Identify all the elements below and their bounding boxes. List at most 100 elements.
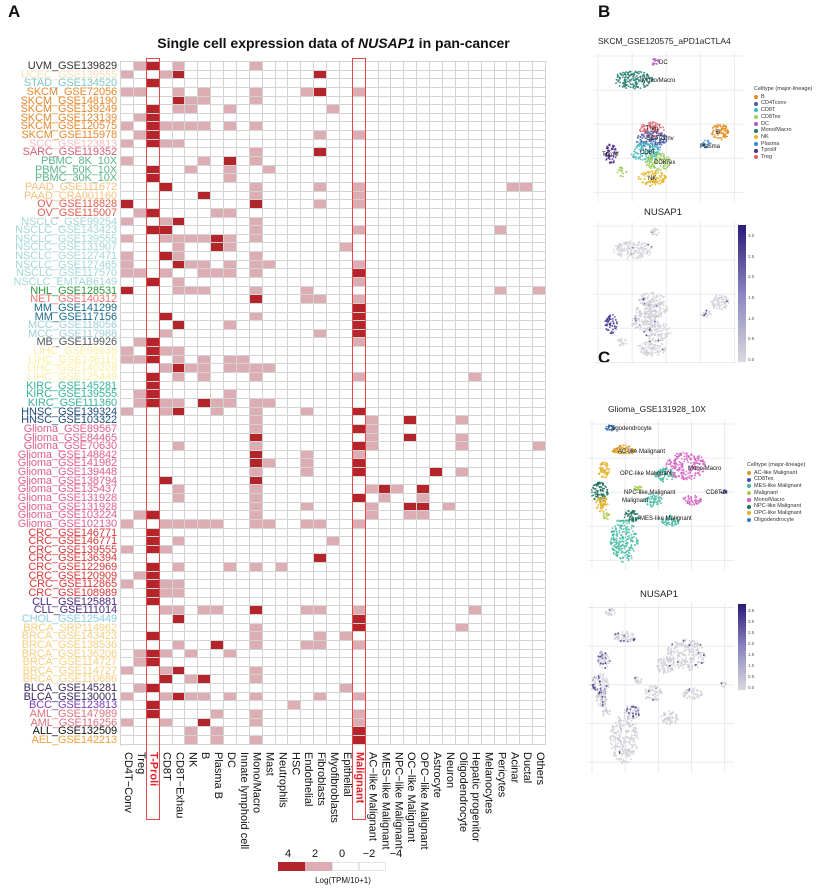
heatmap-cell bbox=[314, 295, 328, 304]
heatmap-cell bbox=[327, 675, 340, 685]
umap-point bbox=[665, 156, 668, 159]
umap-point bbox=[616, 244, 619, 247]
heatmap-cell bbox=[455, 390, 469, 399]
umap-point bbox=[643, 71, 646, 74]
heatmap-cell bbox=[224, 96, 237, 106]
heatmap-cell bbox=[159, 105, 173, 114]
heatmap-cell bbox=[236, 295, 250, 304]
heatmap-cell bbox=[133, 295, 147, 304]
heatmap-cell bbox=[301, 658, 315, 667]
heatmap-cell bbox=[533, 528, 547, 538]
heatmap-cell bbox=[417, 303, 431, 313]
legend-dot-icon bbox=[754, 101, 758, 106]
heatmap-cell bbox=[314, 632, 328, 641]
heatmap-cell bbox=[249, 338, 263, 348]
heatmap-cell bbox=[262, 70, 276, 80]
heatmap-cell bbox=[159, 735, 173, 745]
umap-point bbox=[639, 70, 641, 73]
heatmap-cell bbox=[417, 407, 431, 417]
heatmap-cell bbox=[404, 329, 418, 339]
heatmap-cell bbox=[185, 148, 199, 158]
heatmap-cell bbox=[365, 252, 379, 261]
heatmap-cell bbox=[236, 442, 250, 451]
cluster-tprolif bbox=[604, 143, 618, 164]
row-label: OV_GSE115007 bbox=[37, 206, 117, 219]
heatmap-cell bbox=[275, 260, 289, 270]
heatmap-cell bbox=[352, 373, 366, 382]
heatmap-cell bbox=[443, 545, 456, 555]
heatmap-cell bbox=[224, 640, 237, 650]
umap-point bbox=[647, 342, 649, 345]
heatmap-cell bbox=[198, 295, 212, 304]
umap-point bbox=[660, 179, 663, 182]
heatmap-cell bbox=[236, 139, 250, 149]
umap-point bbox=[642, 79, 644, 82]
heatmap-cell bbox=[314, 191, 328, 201]
heatmap-cell bbox=[378, 87, 392, 97]
heatmap-cell bbox=[249, 105, 263, 114]
heatmap-cell bbox=[365, 485, 379, 494]
heatmap-cell bbox=[378, 684, 392, 693]
heatmap-cell bbox=[365, 476, 379, 486]
heatmap-cell bbox=[327, 355, 340, 365]
heatmap-cell bbox=[262, 710, 276, 719]
heatmap-cell bbox=[314, 70, 328, 80]
heatmap-cell bbox=[455, 571, 469, 581]
heatmap-cell bbox=[391, 727, 405, 736]
heatmap-cell bbox=[339, 373, 353, 382]
umap-point bbox=[656, 310, 659, 313]
heatmap-cell bbox=[301, 528, 315, 538]
row-label: CRC_GSE112865 bbox=[29, 578, 117, 591]
heatmap-cell bbox=[430, 554, 443, 564]
umap-point bbox=[666, 331, 668, 334]
heatmap-cell bbox=[520, 243, 534, 253]
umap-point bbox=[644, 316, 647, 319]
heatmap-cell bbox=[443, 735, 456, 745]
heatmap-cell bbox=[146, 632, 160, 641]
umap-point bbox=[663, 177, 666, 180]
umap-point bbox=[641, 154, 644, 157]
heatmap-cell bbox=[172, 597, 186, 607]
heatmap-cell bbox=[455, 347, 469, 356]
heatmap-cell bbox=[352, 450, 366, 460]
heatmap-cell bbox=[339, 459, 353, 469]
heatmap-cell bbox=[520, 252, 534, 261]
heatmap-cell bbox=[327, 623, 340, 633]
heatmap-cell bbox=[352, 735, 366, 745]
umap-point bbox=[645, 172, 648, 175]
heatmap-cell bbox=[507, 649, 521, 659]
legend-item: Treg bbox=[754, 154, 812, 161]
heatmap-cell bbox=[455, 494, 469, 503]
row-label: BRCA_GSE143423 bbox=[21, 630, 117, 643]
heatmap-cell bbox=[443, 62, 456, 71]
heatmap-cell bbox=[314, 373, 328, 382]
heatmap-cell bbox=[455, 278, 469, 287]
heatmap-cell bbox=[236, 597, 250, 607]
umap-point bbox=[652, 337, 655, 339]
heatmap-cell bbox=[172, 96, 186, 106]
heatmap-cell bbox=[262, 174, 276, 183]
heatmap-cell bbox=[249, 684, 263, 693]
heatmap-cell bbox=[455, 208, 469, 218]
heatmap-cell bbox=[430, 450, 443, 460]
legend-item: CD8T bbox=[754, 107, 812, 114]
heatmap-cell bbox=[327, 468, 340, 477]
heatmap-cell bbox=[133, 554, 147, 564]
heatmap-cell bbox=[198, 208, 212, 218]
heatmap-cell bbox=[533, 122, 547, 132]
heatmap-cell bbox=[339, 113, 353, 123]
heatmap-cell bbox=[352, 571, 366, 581]
heatmap-cell bbox=[417, 658, 431, 667]
umap-point bbox=[618, 166, 621, 169]
heatmap-cell bbox=[443, 87, 456, 97]
heatmap-cell bbox=[378, 321, 392, 330]
heatmap-cell bbox=[365, 424, 379, 434]
umap-point bbox=[646, 84, 649, 87]
heatmap-cell bbox=[146, 450, 160, 460]
heatmap-cell bbox=[314, 459, 328, 469]
umap-point bbox=[717, 137, 720, 140]
heatmap-cell bbox=[146, 295, 160, 304]
umap-point bbox=[660, 143, 663, 146]
umap-point bbox=[629, 248, 631, 251]
heatmap-cell bbox=[198, 312, 212, 322]
